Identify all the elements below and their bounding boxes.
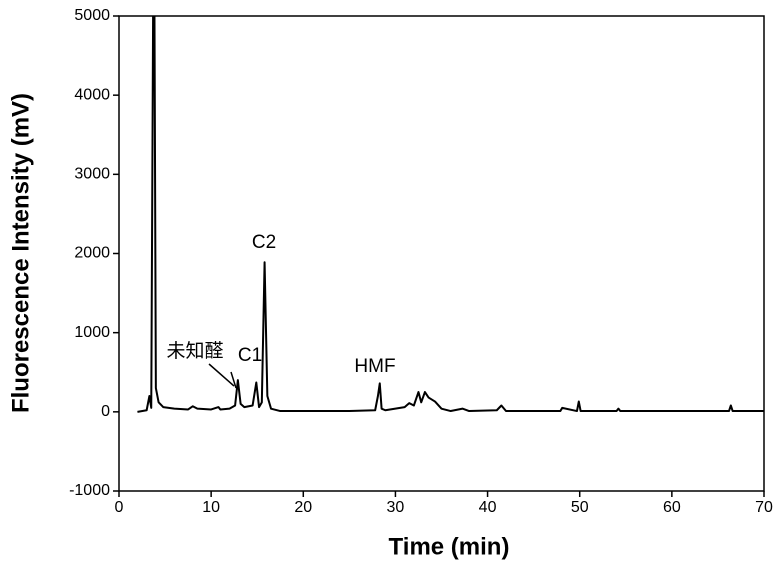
line-series	[137, 16, 764, 413]
y-axis-label: Fluorescence Intensity (mV)	[7, 93, 34, 413]
x-tick-label: 20	[294, 499, 312, 516]
y-tick-label: 2000	[74, 245, 110, 262]
annotation: 未知醛	[166, 340, 223, 362]
annotation-arrow	[208, 363, 235, 387]
annotation: HMF	[354, 356, 395, 377]
x-tick-label: 50	[571, 499, 589, 516]
y-tick-label: 5000	[74, 7, 110, 24]
y-tick-label: -1000	[69, 482, 110, 499]
y-tick-label: 1000	[74, 324, 110, 341]
x-axis-label: Time (min)	[389, 533, 510, 560]
x-tick-label: 10	[202, 499, 220, 516]
y-tick-label: 3000	[74, 166, 110, 183]
y-tick-label: 0	[101, 403, 110, 420]
annotation-arrow	[230, 371, 237, 389]
x-tick-label: 0	[115, 499, 124, 516]
x-tick-label: 60	[663, 499, 681, 516]
plot-frame	[118, 15, 765, 492]
y-tick-label: 4000	[74, 86, 110, 103]
x-tick-label: 40	[479, 499, 497, 516]
x-tick-label: 30	[387, 499, 405, 516]
annotation: C1	[238, 345, 262, 366]
x-tick-label: 70	[755, 499, 773, 516]
annotation: C2	[252, 232, 276, 253]
